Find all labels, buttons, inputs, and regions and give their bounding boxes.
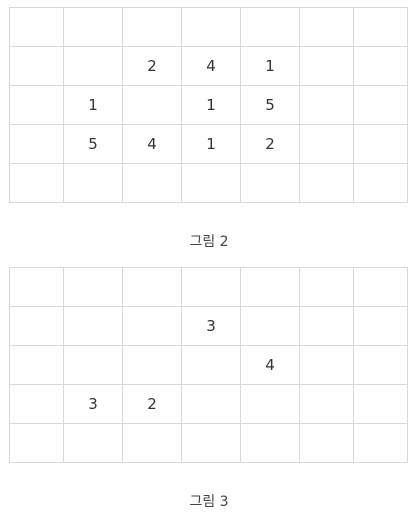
grid-cell: 5 xyxy=(63,124,123,164)
grid-cell xyxy=(240,163,300,203)
grid-cell xyxy=(353,384,408,424)
grid-row xyxy=(9,423,408,463)
grid-cell xyxy=(299,423,354,463)
grid-cell xyxy=(63,423,123,463)
grid-cell: 2 xyxy=(240,124,300,164)
grid-cell xyxy=(181,384,241,424)
figure-2-caption: 그림 2 xyxy=(189,234,229,250)
grid-cell: 1 xyxy=(181,124,241,164)
grid-cell: 5 xyxy=(240,85,300,125)
grid-cell xyxy=(299,85,354,125)
grid-cell xyxy=(181,163,241,203)
grid-row: 4 xyxy=(9,345,408,385)
grid-cell xyxy=(353,345,408,385)
grid-cell xyxy=(353,267,408,307)
grid-cell xyxy=(181,345,241,385)
grid-cell xyxy=(122,345,182,385)
grid-row xyxy=(9,163,408,203)
grid-cell xyxy=(122,7,182,47)
grid-cell: 4 xyxy=(122,124,182,164)
grid-cell xyxy=(299,267,354,307)
grid-cell xyxy=(299,345,354,385)
grid-cell xyxy=(353,7,408,47)
grid-cell xyxy=(299,163,354,203)
grid-cell xyxy=(9,124,64,164)
grid-cell xyxy=(299,46,354,86)
grid-cell xyxy=(299,7,354,47)
grid-cell: 2 xyxy=(122,46,182,86)
grid-cell: 3 xyxy=(63,384,123,424)
figure-3-caption: 그림 3 xyxy=(189,494,229,510)
grid-cell xyxy=(63,267,123,307)
grid-cell xyxy=(9,267,64,307)
grid-cell xyxy=(240,423,300,463)
grid-cell xyxy=(63,345,123,385)
grid-cell xyxy=(353,306,408,346)
grid-cell xyxy=(63,163,123,203)
grid-cell: 1 xyxy=(63,85,123,125)
grid-cell xyxy=(353,85,408,125)
grid-cell xyxy=(353,124,408,164)
grid-cell: 4 xyxy=(181,46,241,86)
grid-cell xyxy=(181,423,241,463)
grid-cell xyxy=(181,7,241,47)
grid-cell xyxy=(240,267,300,307)
grid-cell: 1 xyxy=(181,85,241,125)
grid-cell xyxy=(240,384,300,424)
grid-cell: 3 xyxy=(181,306,241,346)
grid-cell: 4 xyxy=(240,345,300,385)
grid-cell xyxy=(353,163,408,203)
grid-cell xyxy=(353,46,408,86)
grid-cell xyxy=(122,267,182,307)
grid-cell: 2 xyxy=(122,384,182,424)
grid-cell xyxy=(63,7,123,47)
grid-cell xyxy=(181,267,241,307)
grid-cell xyxy=(299,384,354,424)
grid-cell xyxy=(63,46,123,86)
grid-cell xyxy=(122,85,182,125)
grid-cell xyxy=(122,423,182,463)
grid-cell xyxy=(299,124,354,164)
grid-cell xyxy=(63,306,123,346)
grid-cell xyxy=(240,306,300,346)
grid-cell xyxy=(240,7,300,47)
grid-row xyxy=(9,7,408,47)
grid-cell: 1 xyxy=(240,46,300,86)
grid-cell xyxy=(9,345,64,385)
grid-cell xyxy=(9,306,64,346)
grid-cell xyxy=(9,163,64,203)
grid-cell xyxy=(9,423,64,463)
grid-cell xyxy=(9,384,64,424)
grid-cell xyxy=(9,7,64,47)
grid-cell xyxy=(353,423,408,463)
grid-row xyxy=(9,267,408,307)
grid-row: 3 xyxy=(9,306,408,346)
grid-cell xyxy=(9,85,64,125)
grid-cell xyxy=(122,163,182,203)
grid-cell xyxy=(299,306,354,346)
grid-cell xyxy=(9,46,64,86)
grid-cell xyxy=(122,306,182,346)
